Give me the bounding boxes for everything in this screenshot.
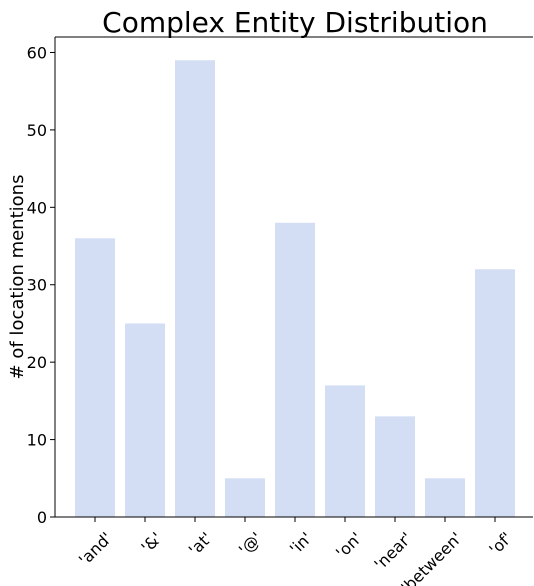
y-axis-label: # of location mentions [7, 175, 28, 380]
x-tick-label-3: '@' [235, 528, 266, 559]
bar-7 [425, 478, 465, 517]
plot-area: 0 10 20 30 40 50 60 'and' '&' 'at' '@' 'in' 'on''ne… [27, 36, 533, 586]
bar-2 [175, 60, 215, 518]
x-tick-label-8: 'of' [485, 528, 516, 559]
bar-4 [275, 222, 315, 517]
y-axis-ticks: 0 10 20 30 40 50 60 [27, 43, 55, 527]
y-tick-label-0: 0 [37, 508, 47, 527]
x-tick-label-1: '&' [137, 528, 165, 556]
y-tick-label-1: 10 [27, 431, 47, 450]
x-tick-label-5: 'on' [332, 528, 366, 562]
bar-3 [225, 478, 265, 517]
y-tick-label-5: 50 [27, 121, 47, 140]
bar-8 [475, 269, 515, 517]
x-tick-label-0: 'and' [75, 528, 116, 569]
x-axis-ticks: 'and' '&''at' '@''in''on''near''between''o… [75, 517, 516, 586]
bar-5 [325, 385, 365, 517]
bar-6 [375, 416, 415, 517]
bar-1 [125, 323, 165, 517]
y-tick-label-2: 20 [27, 353, 47, 372]
y-tick-label-6: 60 [27, 43, 47, 62]
x-tick-label-4: 'in' [286, 528, 316, 558]
x-tick-label-6: 'near' [370, 528, 415, 573]
bar-0 [75, 238, 115, 517]
y-tick-label-3: 30 [27, 276, 47, 295]
bars [75, 60, 515, 518]
x-tick-label-2: 'at' [185, 528, 216, 559]
y-tick-label-4: 40 [27, 198, 47, 217]
chart-title: Complex Entity Distribution [102, 6, 488, 39]
